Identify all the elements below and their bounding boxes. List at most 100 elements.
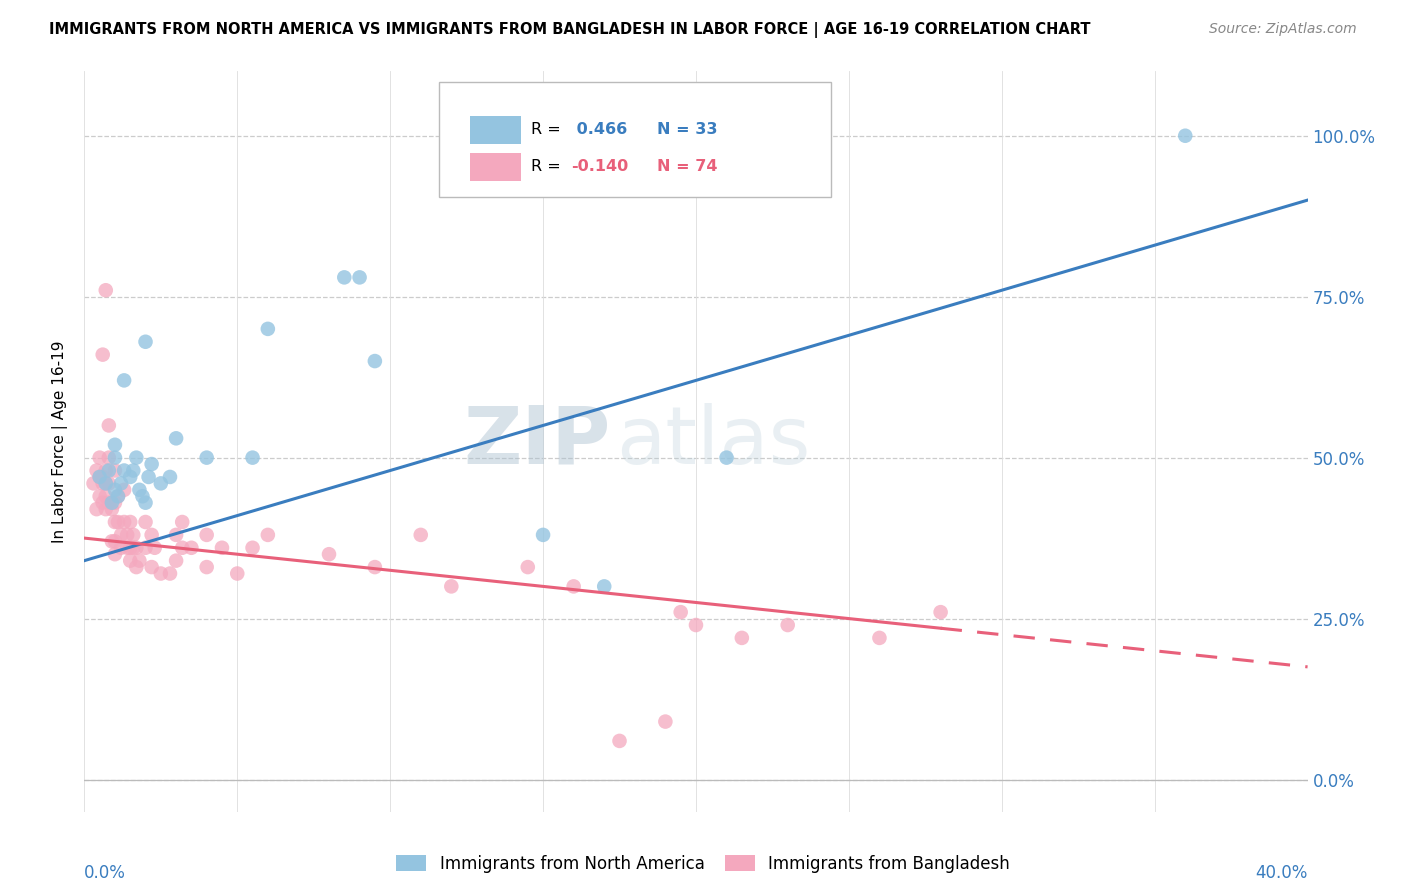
Point xyxy=(110,476,132,491)
Point xyxy=(104,438,127,452)
Point xyxy=(91,348,114,362)
Point xyxy=(211,541,233,555)
Point xyxy=(149,476,172,491)
Point xyxy=(172,541,194,555)
Text: IMMIGRANTS FROM NORTH AMERICA VS IMMIGRANTS FROM BANGLADESH IN LABOR FORCE | AGE: IMMIGRANTS FROM NORTH AMERICA VS IMMIGRA… xyxy=(49,22,1091,38)
Point xyxy=(112,373,135,387)
Point xyxy=(94,283,117,297)
Point xyxy=(104,534,127,549)
Point xyxy=(94,502,117,516)
Point xyxy=(125,560,148,574)
Point xyxy=(149,566,172,581)
Point xyxy=(94,489,117,503)
Point xyxy=(120,554,142,568)
Point xyxy=(104,450,127,465)
Point xyxy=(110,528,132,542)
Point xyxy=(115,541,138,555)
Point xyxy=(125,450,148,465)
Point xyxy=(89,450,111,465)
Point xyxy=(409,528,432,542)
Text: ZIP: ZIP xyxy=(463,402,610,481)
Point xyxy=(101,496,124,510)
Point xyxy=(716,450,738,465)
Text: N = 33: N = 33 xyxy=(657,121,717,136)
Point xyxy=(531,528,554,542)
Point xyxy=(364,560,387,574)
FancyBboxPatch shape xyxy=(470,153,522,181)
Point xyxy=(257,528,280,542)
Text: 40.0%: 40.0% xyxy=(1256,863,1308,881)
Point xyxy=(112,515,135,529)
FancyBboxPatch shape xyxy=(439,82,831,197)
Point xyxy=(685,618,707,632)
Point xyxy=(128,554,150,568)
Point xyxy=(104,483,127,497)
Point xyxy=(609,734,631,748)
Point xyxy=(110,541,132,555)
Point xyxy=(242,541,264,555)
Point xyxy=(242,450,264,465)
Text: Source: ZipAtlas.com: Source: ZipAtlas.com xyxy=(1209,22,1357,37)
Text: atlas: atlas xyxy=(616,402,811,481)
Y-axis label: In Labor Force | Age 16-19: In Labor Force | Age 16-19 xyxy=(52,340,69,543)
Text: R =: R = xyxy=(531,121,565,136)
Point xyxy=(440,579,463,593)
Point xyxy=(669,605,692,619)
Point xyxy=(159,470,181,484)
Point xyxy=(135,334,157,349)
Point xyxy=(89,489,111,503)
Point xyxy=(141,560,163,574)
Point xyxy=(104,463,127,477)
Point xyxy=(165,554,187,568)
Point xyxy=(349,270,371,285)
Point xyxy=(97,418,120,433)
Point xyxy=(138,470,160,484)
Legend: Immigrants from North America, Immigrants from Bangladesh: Immigrants from North America, Immigrant… xyxy=(389,848,1017,880)
Point xyxy=(91,496,114,510)
Text: 0.0%: 0.0% xyxy=(84,863,127,881)
Point xyxy=(257,322,280,336)
Point xyxy=(135,496,157,510)
Point xyxy=(91,470,114,484)
Point xyxy=(86,502,108,516)
Point xyxy=(97,476,120,491)
Point xyxy=(172,515,194,529)
Point xyxy=(1174,128,1197,143)
Point xyxy=(131,489,153,503)
Point xyxy=(776,618,799,632)
Point xyxy=(562,579,585,593)
Point xyxy=(165,431,187,445)
Point xyxy=(107,515,129,529)
Point xyxy=(112,483,135,497)
Point xyxy=(141,528,163,542)
Point xyxy=(91,476,114,491)
Point xyxy=(516,560,538,574)
Point xyxy=(97,463,120,477)
Point xyxy=(135,541,157,555)
Point xyxy=(125,541,148,555)
Point xyxy=(731,631,754,645)
Point xyxy=(128,483,150,497)
Point xyxy=(929,605,952,619)
Point xyxy=(165,528,187,542)
Point xyxy=(104,496,127,510)
Point xyxy=(318,547,340,561)
Point xyxy=(195,450,218,465)
Point xyxy=(101,502,124,516)
Point xyxy=(141,457,163,471)
Point xyxy=(97,496,120,510)
Text: -0.140: -0.140 xyxy=(571,159,628,174)
Point xyxy=(195,528,218,542)
Point xyxy=(180,541,202,555)
Point xyxy=(97,450,120,465)
Point xyxy=(195,560,218,574)
Point xyxy=(107,489,129,503)
Point xyxy=(159,566,181,581)
Point xyxy=(94,476,117,491)
Point xyxy=(122,528,145,542)
Point xyxy=(112,463,135,477)
Text: 0.466: 0.466 xyxy=(571,121,627,136)
Point xyxy=(135,515,157,529)
Point xyxy=(869,631,891,645)
Point xyxy=(364,354,387,368)
